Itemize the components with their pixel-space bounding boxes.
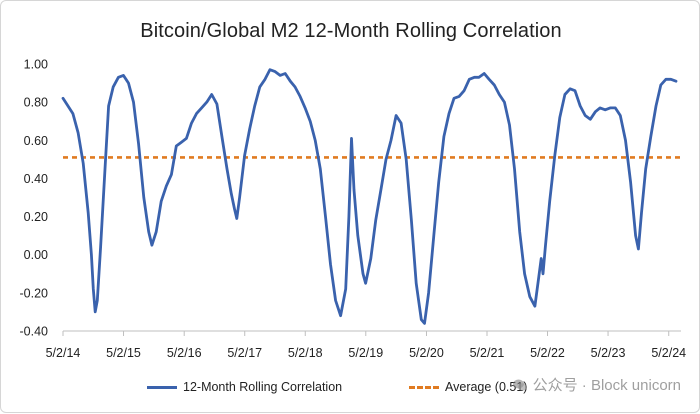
chart-title: Bitcoin/Global M2 12-Month Rolling Corre… [140, 20, 562, 42]
x-tick-label: 5/2/18 [288, 346, 323, 360]
y-tick-label: 0.60 [24, 134, 48, 148]
x-tick-label: 5/2/20 [409, 346, 444, 360]
x-tick-label: 5/2/17 [227, 346, 262, 360]
y-tick-label: 0.80 [24, 96, 48, 110]
x-tick-label: 5/2/15 [106, 346, 141, 360]
legend-item-average: Average (0.51) [409, 376, 527, 398]
y-tick-label: 1.00 [24, 58, 48, 72]
wechat-icon [512, 379, 527, 391]
y-tick-label: -0.20 [20, 286, 49, 300]
y-tick-label: 0.00 [24, 248, 48, 262]
rolling-correlation-line [61, 68, 678, 325]
legend-item-rolling-correlation: 12-Month Rolling Correlation [147, 376, 342, 398]
legend-swatch-rolling-correlation [147, 385, 177, 389]
y-tick-label: 0.40 [24, 172, 48, 186]
legend-label-rolling-correlation: 12-Month Rolling Correlation [183, 380, 343, 394]
x-tick-label: 5/2/22 [530, 346, 565, 360]
legend-swatch-average [409, 385, 439, 389]
legend-label-average: Average (0.51) [445, 380, 528, 394]
x-tick-label: 5/2/21 [470, 346, 505, 360]
watermark: 公众号 · Block unicorn [512, 374, 681, 395]
y-tick-label: -0.40 [20, 325, 49, 339]
watermark-text: 公众号 · Block unicorn [532, 377, 681, 394]
chart-legend: 12-Month Rolling Correlation Average (0.… [1, 376, 700, 398]
y-tick-label: 0.20 [24, 210, 48, 224]
x-tick-label: 5/2/19 [348, 346, 383, 360]
x-tick-label: 5/2/14 [46, 346, 81, 360]
x-tick-label: 5/2/23 [591, 346, 626, 360]
x-tick-label: 5/2/16 [167, 346, 202, 360]
x-tick-label: 5/2/24 [651, 346, 686, 360]
